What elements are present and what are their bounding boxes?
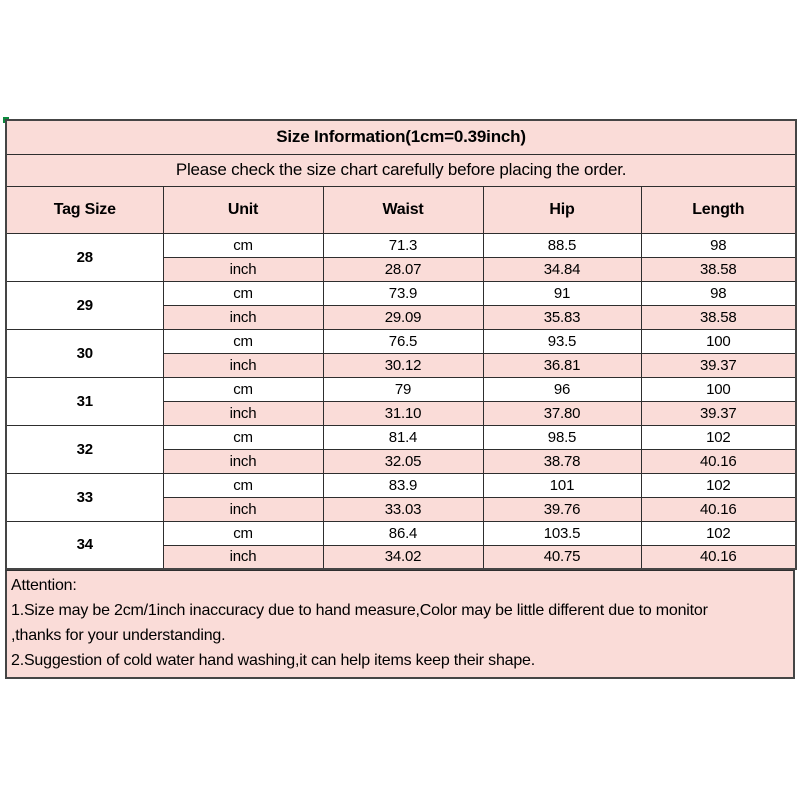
hip-cm-value: 96 [482,376,642,402]
size-chart-page: Size Information(1cm=0.39inch) Please ch… [3,117,798,679]
tag-size-cell: 32 [5,424,164,474]
length-inch-value: 40.16 [640,544,797,570]
tag-size-cell: 30 [5,328,164,378]
attention-line: 2.Suggestion of cold water hand washing,… [11,652,536,669]
hip-cm-value: 101 [482,472,642,498]
tag-size-cell: 31 [5,376,164,426]
table-row: 32 cm 81.4 98.5 102 [5,424,797,474]
waist-inch-value: 33.03 [322,496,484,522]
unit-cell-cm: cm [162,424,324,450]
waist-inch-value: 28.07 [322,256,484,282]
unit-cell-cm: cm [162,472,324,498]
waist-cm-value: 71.3 [322,232,484,258]
hip-inch-value: 37.80 [482,400,642,426]
table-row: 30 cm 76.5 93.5 100 [5,328,797,378]
length-cm-value: 102 [640,472,797,498]
length-cm-value: 102 [640,424,797,450]
length-inch-value: 40.16 [640,448,797,474]
waist-inch-value: 31.10 [322,400,484,426]
length-inch-value: 38.58 [640,304,797,330]
column-header-length: Length [640,185,797,234]
attention-heading: Attention: [11,577,77,594]
unit-cell-inch: inch [162,256,324,282]
length-inch-value: 39.37 [640,352,797,378]
length-cm-value: 98 [640,280,797,306]
length-inch-value: 39.37 [640,400,797,426]
attention-note: Attention: 1.Size may be 2cm/1inch inacc… [5,570,795,679]
waist-inch-value: 30.12 [322,352,484,378]
waist-cm-value: 79 [322,376,484,402]
table-row: inch 33.03 39.76 40.16 [6,496,797,522]
column-header-row: Tag Size Unit Waist Hip Length [5,185,797,234]
tag-size-cell: 28 [5,232,164,282]
length-cm-value: 100 [640,328,797,354]
hip-cm-value: 98.5 [482,424,642,450]
hip-inch-value: 40.75 [482,544,642,570]
page-subtitle: Please check the size chart carefully be… [5,153,797,187]
length-inch-value: 38.58 [640,256,797,282]
waist-cm-value: 73.9 [322,280,484,306]
table-row: inch 28.07 34.84 38.58 [6,256,797,282]
table-subtitle-row: Please check the size chart carefully be… [5,153,797,187]
waist-inch-value: 34.02 [322,544,484,570]
table-row: inch 31.10 37.80 39.37 [6,400,797,426]
unit-cell-cm: cm [162,520,324,546]
size-table-head: Size Information(1cm=0.39inch) Please ch… [5,119,797,234]
length-inch-value: 40.16 [640,496,797,522]
hip-cm-value: 103.5 [482,520,642,546]
column-header-hip: Hip [482,185,642,234]
column-header-tag-size: Tag Size [5,185,164,234]
hip-inch-value: 34.84 [482,256,642,282]
length-cm-value: 98 [640,232,797,258]
attention-line: ,thanks for your understanding. [11,627,226,644]
hip-cm-value: 91 [482,280,642,306]
hip-cm-value: 93.5 [482,328,642,354]
length-cm-value: 100 [640,376,797,402]
table-row: 33 cm 83.9 101 102 [5,472,797,522]
unit-cell-inch: inch [162,304,324,330]
size-table: Size Information(1cm=0.39inch) Please ch… [5,119,798,570]
table-title-row: Size Information(1cm=0.39inch) [5,119,797,155]
attention-lines: 1.Size may be 2cm/1inch inaccuracy due t… [11,598,789,673]
hip-inch-value: 39.76 [482,496,642,522]
hip-inch-value: 36.81 [482,352,642,378]
unit-cell-cm: cm [162,328,324,354]
table-row: 34 cm 86.4 103.5 102 [5,520,797,570]
table-row: inch 29.09 35.83 38.58 [6,304,797,330]
table-row: 29 cm 73.9 91 98 [5,280,797,330]
hip-inch-value: 38.78 [482,448,642,474]
waist-cm-value: 81.4 [322,424,484,450]
tag-size-cell: 33 [5,472,164,522]
table-row: 28 cm 71.3 88.5 98 [5,232,797,282]
unit-cell-inch: inch [162,352,324,378]
waist-inch-value: 29.09 [322,304,484,330]
size-table-body: 28 cm 71.3 88.5 98 inch 28.07 34.84 38.58 29 cm 73.… [5,232,797,570]
waist-cm-value: 86.4 [322,520,484,546]
unit-cell-cm: cm [162,232,324,258]
length-cm-value: 102 [640,520,797,546]
table-row: inch 32.05 38.78 40.16 [6,448,797,474]
unit-cell-inch: inch [162,544,324,570]
waist-inch-value: 32.05 [322,448,484,474]
tag-size-cell: 34 [5,520,164,570]
unit-cell-cm: cm [162,280,324,306]
table-row: inch 34.02 40.75 40.16 [6,544,797,570]
hip-cm-value: 88.5 [482,232,642,258]
tag-size-cell: 29 [5,280,164,330]
unit-cell-cm: cm [162,376,324,402]
unit-cell-inch: inch [162,496,324,522]
waist-cm-value: 76.5 [322,328,484,354]
page-title: Size Information(1cm=0.39inch) [5,119,797,155]
unit-cell-inch: inch [162,400,324,426]
waist-cm-value: 83.9 [322,472,484,498]
attention-line: 1.Size may be 2cm/1inch inaccuracy due t… [11,602,708,619]
column-header-waist: Waist [322,185,484,234]
hip-inch-value: 35.83 [482,304,642,330]
table-row: 31 cm 79 96 100 [5,376,797,426]
unit-cell-inch: inch [162,448,324,474]
column-header-unit: Unit [162,185,324,234]
